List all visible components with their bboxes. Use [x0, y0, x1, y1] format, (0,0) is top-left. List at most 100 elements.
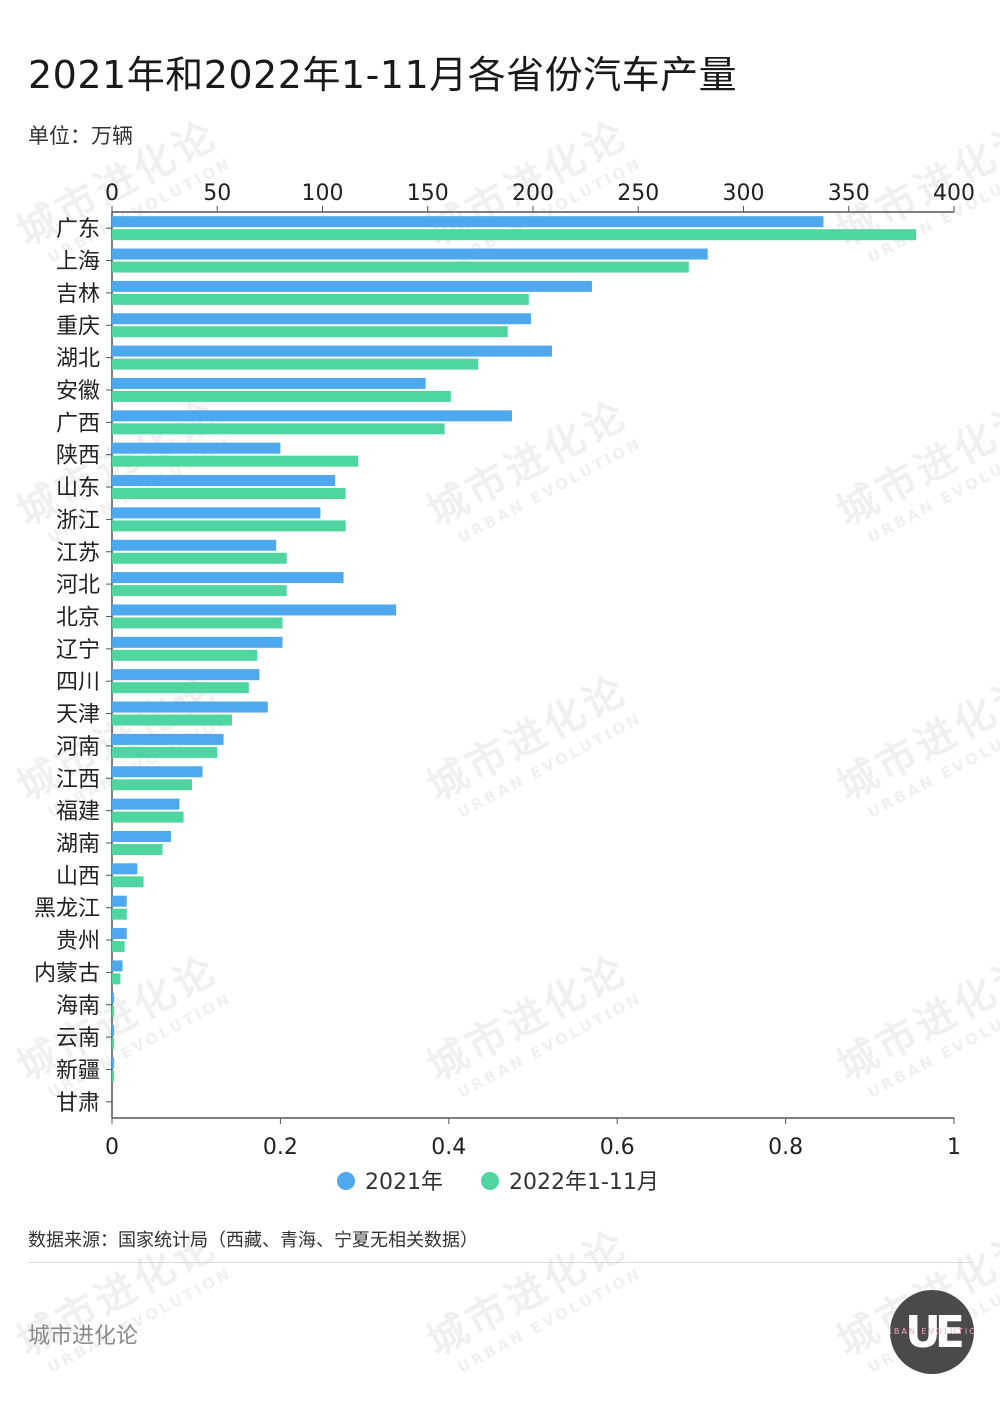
category-label: 海南	[56, 994, 100, 1019]
bottom-axis-tick-label: 0.2	[263, 1135, 298, 1160]
category-label: 河南	[56, 735, 100, 760]
bar-2022	[112, 682, 249, 694]
bar-2022	[112, 746, 218, 758]
category-label: 吉林	[56, 282, 100, 307]
top-axis-tick-label: 250	[617, 181, 659, 206]
bottom-axis-tick-label: 0	[105, 1135, 119, 1160]
bar-2021	[112, 442, 281, 454]
bar-2022	[112, 358, 479, 370]
category-label: 云南	[56, 1026, 100, 1051]
bar-2022	[112, 585, 287, 597]
bar-2021	[112, 280, 592, 292]
bar-2022	[112, 617, 283, 629]
bar-2021	[112, 216, 824, 228]
category-label: 天津	[56, 703, 100, 728]
category-label: 四川	[56, 670, 100, 695]
category-label: 广东	[56, 217, 100, 242]
unit-label: 单位：万辆	[28, 124, 133, 148]
category-label: 甘肃	[56, 1091, 100, 1116]
bar-2021	[112, 539, 277, 551]
category-label: 贵州	[56, 929, 100, 954]
logo-text: URBAN EVOLUTION	[890, 1327, 974, 1336]
bottom-axis-tick-label: 0.4	[431, 1135, 466, 1160]
category-label: 浙江	[56, 508, 100, 533]
bar-2021	[112, 345, 552, 357]
category-label: 山西	[56, 864, 100, 889]
bar-2022	[112, 293, 529, 305]
category-label: 福建	[56, 800, 100, 825]
bar-2022	[112, 390, 451, 402]
bar-2021	[112, 960, 123, 972]
chart-title: 2021年和2022年1-11月各省份汽车产量	[28, 53, 738, 97]
bar-2021	[112, 1057, 115, 1069]
category-label: 辽宁	[56, 638, 100, 663]
top-axis-tick-label: 0	[105, 181, 119, 206]
bar-2021	[112, 992, 115, 1004]
bottom-axis-tick-label: 1	[947, 1135, 961, 1160]
bar-2022	[112, 714, 232, 726]
legend-label: 2021年	[365, 1170, 443, 1195]
bar-2022	[112, 779, 192, 791]
bar-2021	[112, 475, 336, 487]
category-label: 广西	[56, 411, 100, 436]
category-label: 江西	[56, 767, 100, 792]
bar-2022	[112, 1038, 115, 1050]
bar-2021	[112, 669, 260, 681]
bar-2021	[112, 928, 127, 940]
bar-2022	[112, 908, 127, 920]
bar-2021	[112, 572, 344, 584]
bar-2021	[112, 248, 708, 260]
bar-2022	[112, 843, 163, 855]
bar-2021	[112, 636, 283, 648]
bottom-axis-tick-label: 0.6	[600, 1135, 635, 1160]
bar-2021	[112, 895, 127, 907]
legend-marker	[337, 1172, 355, 1190]
bar-2022	[112, 876, 144, 888]
category-label: 新疆	[56, 1058, 100, 1083]
category-label: 内蒙古	[34, 961, 100, 986]
bar-2022	[112, 261, 689, 273]
top-axis-tick-label: 150	[407, 181, 449, 206]
bar-2022	[112, 552, 287, 564]
category-label: 山东	[56, 476, 100, 501]
category-label: 上海	[56, 250, 100, 275]
category-label: 湖北	[56, 347, 100, 372]
bar-2022	[112, 455, 359, 467]
bar-2021	[112, 701, 268, 713]
top-axis-tick-label: 300	[723, 181, 765, 206]
logo-mark: UE	[905, 1306, 965, 1358]
category-label: 重庆	[56, 314, 100, 339]
bar-2022	[112, 1070, 115, 1082]
bar-2022	[112, 229, 917, 241]
category-label: 河北	[56, 573, 100, 598]
bar-2021	[112, 410, 512, 422]
category-label: 江苏	[56, 541, 100, 566]
category-label: 陕西	[56, 444, 100, 469]
top-axis-tick-label: 50	[203, 181, 231, 206]
bar-2021	[112, 863, 138, 875]
bar-2022	[112, 649, 258, 661]
bar-2021	[112, 733, 224, 745]
bar-2021	[112, 604, 397, 616]
bar-2022	[112, 326, 508, 338]
legend-label: 2022年1-11月	[509, 1170, 659, 1195]
bar-2022	[112, 1005, 115, 1017]
legend-marker	[481, 1172, 499, 1190]
bar-2021	[112, 766, 203, 778]
brand-logo: UE URBAN EVOLUTION	[890, 1290, 974, 1374]
category-label: 湖南	[56, 832, 100, 857]
bar-2022	[112, 520, 346, 532]
bar-2021	[112, 313, 531, 325]
top-axis-tick-label: 400	[933, 181, 975, 206]
bar-2022	[112, 423, 445, 435]
bar-2022	[112, 488, 346, 500]
top-axis-tick-label: 350	[828, 181, 870, 206]
top-axis-tick-label: 100	[302, 181, 344, 206]
bar-2022	[112, 811, 184, 823]
bar-2022	[112, 973, 121, 985]
divider	[28, 1262, 972, 1263]
category-label: 北京	[56, 605, 100, 630]
data-source-note: 数据来源：国家统计局（西藏、青海、宁夏无相关数据）	[28, 1230, 478, 1251]
category-label: 安徽	[56, 379, 100, 404]
bar-chart: 0 50 100 150 200 250 300 350 400 0 0.2 0.4 0.6 0.8 1 广东…	[34, 181, 975, 1195]
